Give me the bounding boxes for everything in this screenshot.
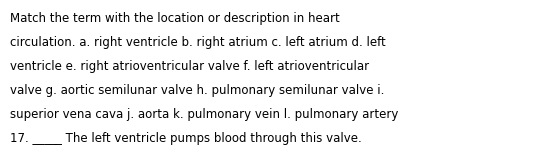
Text: circulation. a. right ventricle b. right atrium c. left atrium d. left: circulation. a. right ventricle b. right… (10, 36, 386, 49)
Text: valve g. aortic semilunar valve h. pulmonary semilunar valve i.: valve g. aortic semilunar valve h. pulmo… (10, 84, 384, 97)
Text: ventricle e. right atrioventricular valve f. left atrioventricular: ventricle e. right atrioventricular valv… (10, 60, 369, 73)
Text: superior vena cava j. aorta k. pulmonary vein l. pulmonary artery: superior vena cava j. aorta k. pulmonary… (10, 108, 398, 121)
Text: 17. _____ The left ventricle pumps blood through this valve.: 17. _____ The left ventricle pumps blood… (10, 132, 362, 145)
Text: Match the term with the location or description in heart: Match the term with the location or desc… (10, 12, 340, 25)
